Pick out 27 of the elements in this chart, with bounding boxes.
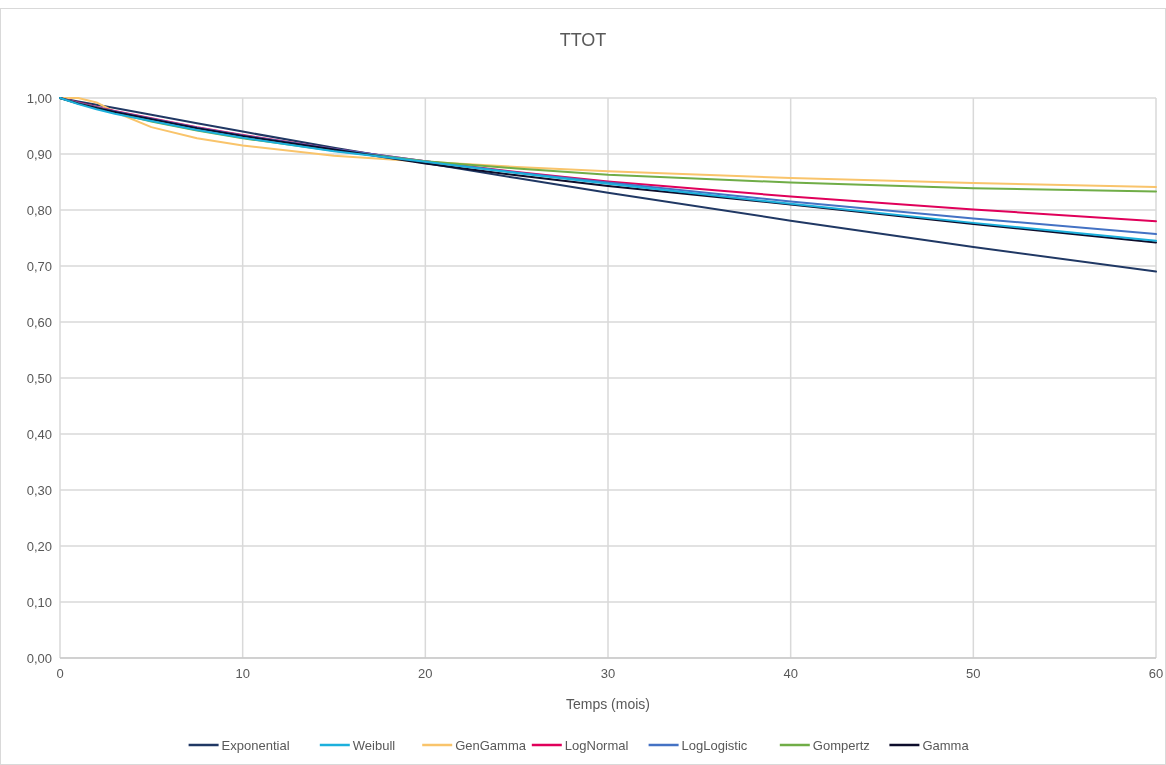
legend-label: Weibull xyxy=(352,737,396,753)
x-axis-title: Temps (mois) xyxy=(565,696,651,712)
y-tick-label: 0,90 xyxy=(26,146,52,162)
x-tick-label: 0 xyxy=(56,666,64,681)
y-tick-label: 0,00 xyxy=(26,650,52,666)
x-tick-label: 10 xyxy=(235,666,250,681)
y-tick-label: 0,50 xyxy=(26,370,52,386)
y-tick-label: 0,80 xyxy=(26,202,52,218)
x-tick-label: 50 xyxy=(966,666,981,681)
legend-label: LogLogistic xyxy=(681,737,748,753)
legend-label: LogNormal xyxy=(564,737,629,753)
x-tick-label: 20 xyxy=(418,666,433,681)
legend-label: Exponential xyxy=(221,737,290,753)
y-tick-label: 1,00 xyxy=(26,90,52,106)
x-tick-label: 30 xyxy=(600,666,616,681)
legend-label: GenGamma xyxy=(455,737,527,753)
chart-title: TTOT xyxy=(559,30,607,50)
y-tick-label: 0,10 xyxy=(26,594,52,610)
y-tick-label: 0,30 xyxy=(26,482,52,498)
x-tick-label: 60 xyxy=(1148,666,1164,681)
x-tick-label: 40 xyxy=(783,666,798,681)
legend-label: Gompertz xyxy=(812,737,870,753)
y-tick-label: 0,60 xyxy=(26,314,52,330)
y-tick-label: 0,40 xyxy=(26,426,52,442)
legend-label: Gamma xyxy=(922,737,970,753)
y-tick-label: 0,70 xyxy=(26,258,52,274)
y-tick-label: 0,20 xyxy=(26,538,52,554)
